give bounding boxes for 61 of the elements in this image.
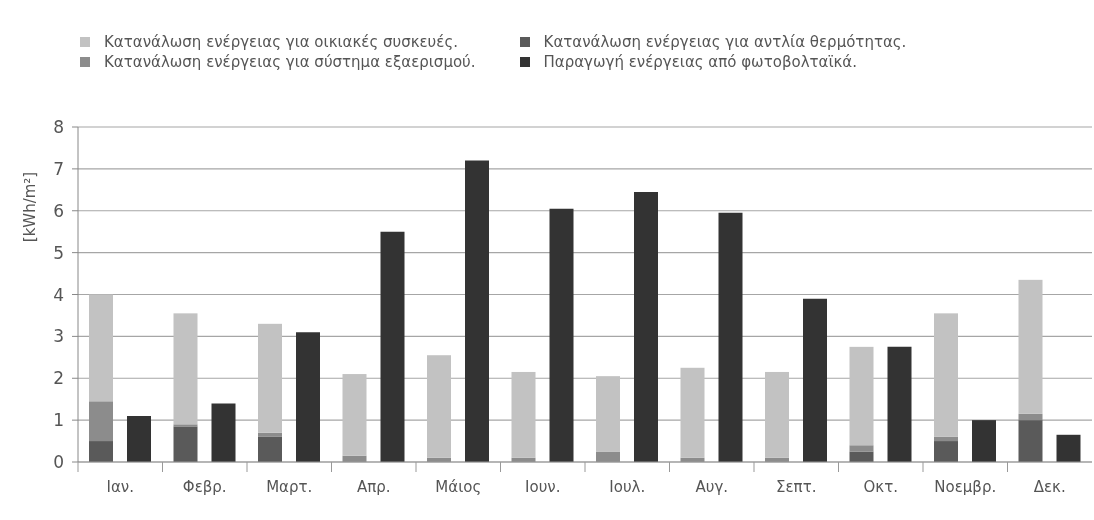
bar [803,298,827,462]
bar [765,371,789,458]
y-tick-label: 1 [53,410,64,431]
x-tick-label: Δεκ. [1033,478,1066,496]
bar [127,415,151,462]
bar [211,403,236,462]
bar [89,401,113,442]
bar [934,313,958,437]
x-tick-label: Αυγ. [695,478,729,496]
bar [1018,413,1043,421]
y-tick-label: 0 [53,452,64,473]
bar [173,313,198,425]
bar [549,208,574,462]
bar [934,441,958,462]
legend-label: Κατανάλωση ενέργειας για σύστημα εξαερισμού. [104,52,476,71]
bar [89,441,113,462]
y-tick-label: 2 [53,368,64,389]
x-tick-label: Ιουν. [525,478,561,496]
x-tick-label: Μάιος [435,478,482,496]
y-tick-label: 3 [53,326,64,347]
x-tick-label: Σεπτ. [776,478,817,496]
x-tick-label: Νοεμβρ. [934,478,997,496]
x-tick-label: Απρ. [356,478,391,496]
bar [849,346,874,446]
bar [511,371,536,458]
bar [342,374,367,456]
x-tick-label: Φεβρ. [182,478,227,496]
bar [173,424,198,427]
bar [380,231,405,462]
bar [258,432,282,437]
bar [634,191,658,462]
bar [1018,279,1043,414]
bar [887,346,912,462]
bar [427,355,451,458]
legend-label: Παραγωγή ενέργειας από φωτοβολταϊκά. [543,52,857,71]
bar [173,426,198,462]
bar [1056,434,1081,462]
x-tick-label: Ιαν. [106,478,134,496]
bar [1018,420,1043,462]
bar [596,376,620,452]
x-tick-label: Μαρτ. [266,478,313,496]
bar [972,420,996,462]
bar [258,436,282,462]
legend-label: Κατανάλωση ενέργειας για αντλία θερμότητας. [543,32,907,51]
bar [718,212,743,462]
bar [296,332,320,462]
bar [680,367,705,458]
bar [89,294,113,402]
legend-label: Κατανάλωση ενέργειας για οικιακές συσκευές. [104,32,458,51]
x-tick-label: Οκτ. [863,478,898,496]
bar [465,160,489,462]
y-axis-title: [kWh/m²] [20,171,39,243]
bar [849,445,874,452]
y-tick-label: 6 [53,200,64,221]
y-tick-label: 5 [53,242,64,263]
bar [258,323,282,433]
x-tick-label: Ιουλ. [609,478,646,496]
bar [934,436,958,442]
y-tick-label: 7 [53,158,64,179]
y-tick-label: 8 [53,117,64,138]
y-tick-label: 4 [53,284,64,305]
